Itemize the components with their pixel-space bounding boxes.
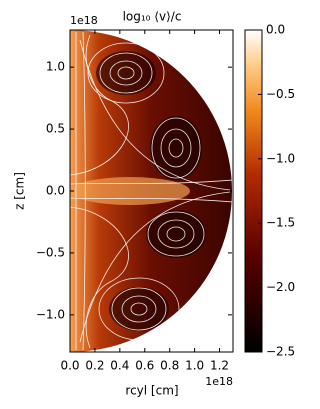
x-tick-label: 0.4 bbox=[110, 359, 129, 373]
y-tick-label: 1.0 bbox=[46, 60, 65, 74]
colorbar-tick-label: −0.5 bbox=[266, 87, 295, 101]
y-tick-label: −0.5 bbox=[36, 245, 65, 259]
colorbar-tick-label: −2.0 bbox=[266, 280, 295, 294]
x-tick-label: 0.8 bbox=[160, 359, 179, 373]
streamlines bbox=[70, 31, 232, 351]
x-tick-label: 0.0 bbox=[60, 359, 79, 373]
y-tick-label: 0.5 bbox=[46, 122, 65, 136]
chart-title: log₁₀ ⟨v⟩/c bbox=[123, 10, 182, 24]
colorbar bbox=[244, 29, 263, 353]
x-tick-label: 1.0 bbox=[185, 359, 204, 373]
x-axis-label: rcyl [cm] bbox=[125, 384, 178, 398]
y-axis-label: z [cm] bbox=[13, 172, 27, 210]
colorbar-tick-label: −1.5 bbox=[266, 216, 295, 230]
x-offset-text: 1e18 bbox=[205, 375, 233, 388]
velocity-field bbox=[70, 30, 232, 352]
colorbar-tick-label: −1.0 bbox=[266, 151, 295, 165]
x-tick-label: 1.2 bbox=[210, 359, 229, 373]
figure: log₁₀ ⟨v⟩/c rcyl [cm] z [cm] 1e18 1e18 0… bbox=[13, 10, 296, 398]
x-tick-label: 0.2 bbox=[85, 359, 104, 373]
y-offset-text: 1e18 bbox=[70, 14, 98, 27]
colorbar-tick-label: −2.5 bbox=[266, 345, 295, 359]
y-tick-label: 0.0 bbox=[46, 184, 65, 198]
colorbar-tick-label: 0.0 bbox=[266, 23, 285, 37]
x-tick-label: 0.6 bbox=[135, 359, 154, 373]
y-tick-label: −1.0 bbox=[36, 307, 65, 321]
